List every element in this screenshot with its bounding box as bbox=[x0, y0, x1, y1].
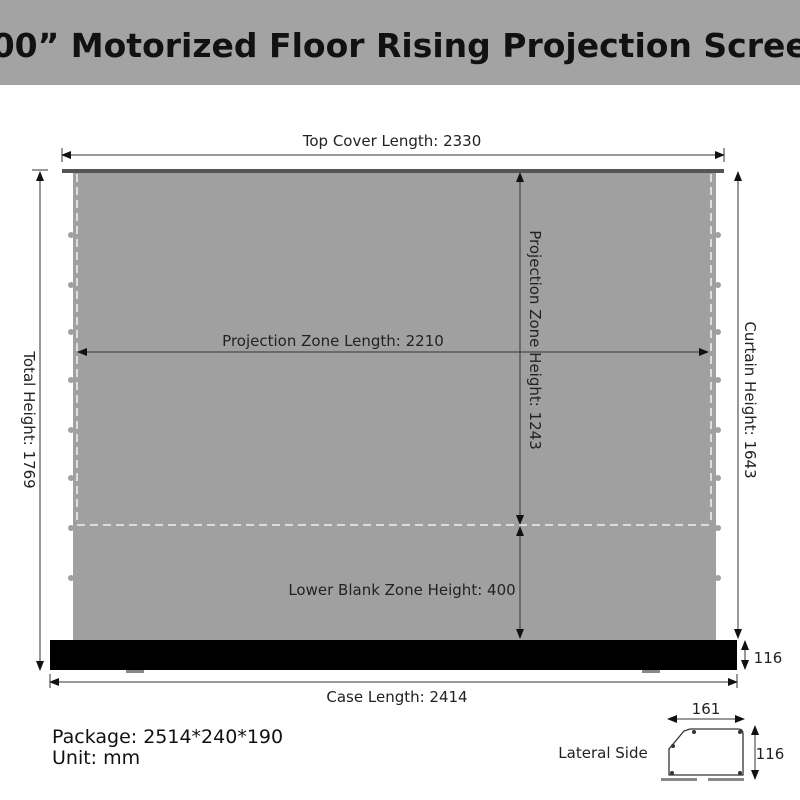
lateral-height-label: 116 bbox=[756, 745, 785, 763]
lower-blank-zone-label: Lower Blank Zone Height: 400 bbox=[288, 581, 515, 599]
total-height-label: Total Height: 1769 bbox=[20, 350, 38, 488]
case-foot-right bbox=[642, 670, 660, 673]
lateral-width-label: 161 bbox=[692, 700, 721, 718]
projection-zone-length-label: Projection Zone Length: 2210 bbox=[222, 332, 444, 350]
page-title: 100” Motorized Floor Rising Projection S… bbox=[0, 26, 800, 65]
unit: Unit: mm bbox=[52, 747, 140, 769]
case bbox=[50, 640, 737, 670]
package-size: Package: 2514*240*190 bbox=[52, 726, 283, 748]
header-bar bbox=[0, 0, 800, 85]
case-length-label: Case Length: 2414 bbox=[326, 688, 467, 706]
lateral-side-label: Lateral Side bbox=[558, 744, 647, 762]
curtain-height-label: Curtain Height: 1643 bbox=[741, 321, 759, 478]
top-cover bbox=[62, 169, 724, 173]
projection-screen bbox=[73, 172, 716, 640]
top-cover-length-label: Top Cover Length: 2330 bbox=[302, 132, 482, 150]
case-height-label: 116 bbox=[754, 649, 783, 667]
case-foot-left bbox=[126, 670, 144, 673]
lateral-side-profile bbox=[661, 728, 744, 781]
side-tabs bbox=[68, 232, 721, 581]
projection-zone-height-label: Projection Zone Height: 1243 bbox=[526, 230, 544, 449]
